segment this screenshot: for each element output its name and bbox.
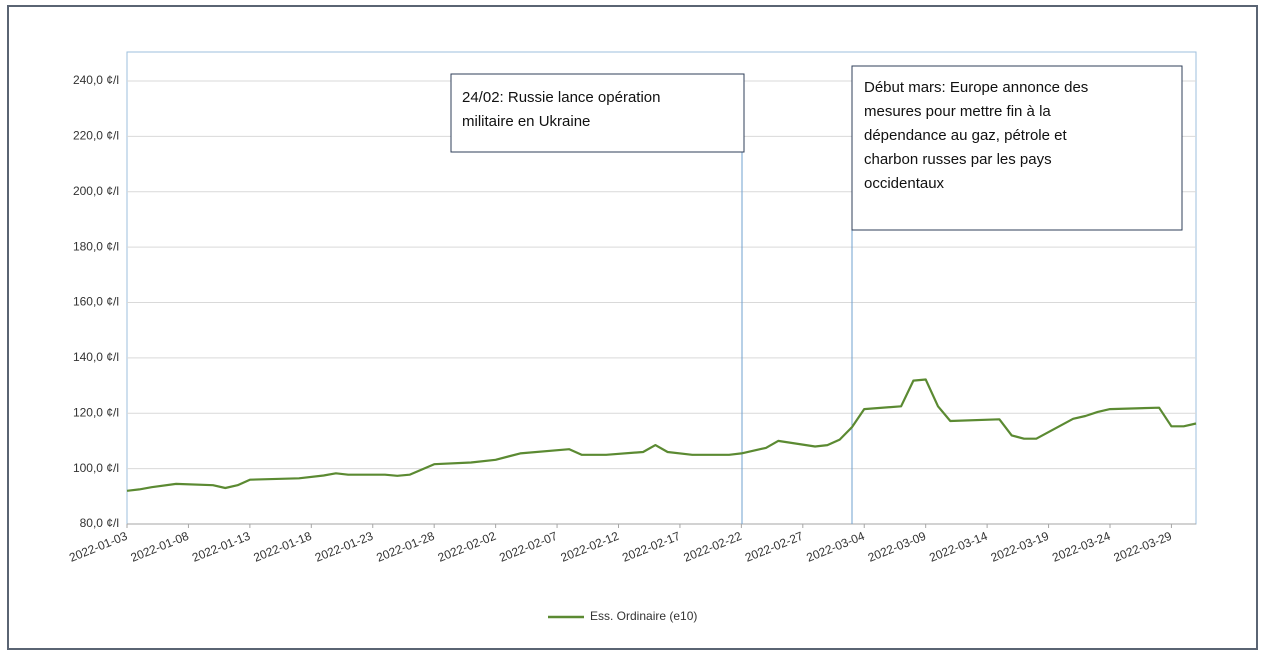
annotation-text: charbon russes par les pays xyxy=(864,151,1052,168)
y-tick-label: 200,0 ¢/l xyxy=(73,184,119,198)
y-tick-label: 180,0 ¢/l xyxy=(73,239,119,253)
annotations: 24/02: Russie lance opération militaire e… xyxy=(462,79,1088,192)
y-tick-label: 140,0 ¢/l xyxy=(73,350,119,364)
annotation-text: occidentaux xyxy=(864,175,945,192)
annotation-text: 24/02: Russie lance opération xyxy=(462,89,660,106)
series-line xyxy=(126,378,1197,492)
y-tick-label: 100,0 ¢/l xyxy=(73,461,119,475)
y-tick-label: 240,0 ¢/l xyxy=(73,73,119,87)
annotation-box xyxy=(851,65,1183,231)
y-tick-label: 160,0 ¢/l xyxy=(73,295,119,309)
annotation-text: dépendance au gaz, pétrole et xyxy=(864,127,1067,144)
annotation-text: mesures pour mettre fin à la xyxy=(864,103,1051,120)
y-tick-label: 80,0 ¢/l xyxy=(80,516,119,530)
annotation-text: militaire en Ukraine xyxy=(462,113,590,130)
y-tick-label: 120,0 ¢/l xyxy=(73,405,119,419)
annotation-box xyxy=(450,73,745,153)
y-tick-label: 220,0 ¢/l xyxy=(73,129,119,143)
annotation-text: Début mars: Europe annonce des xyxy=(864,79,1088,96)
legend-label: Ess. Ordinaire (e10) xyxy=(590,609,697,623)
